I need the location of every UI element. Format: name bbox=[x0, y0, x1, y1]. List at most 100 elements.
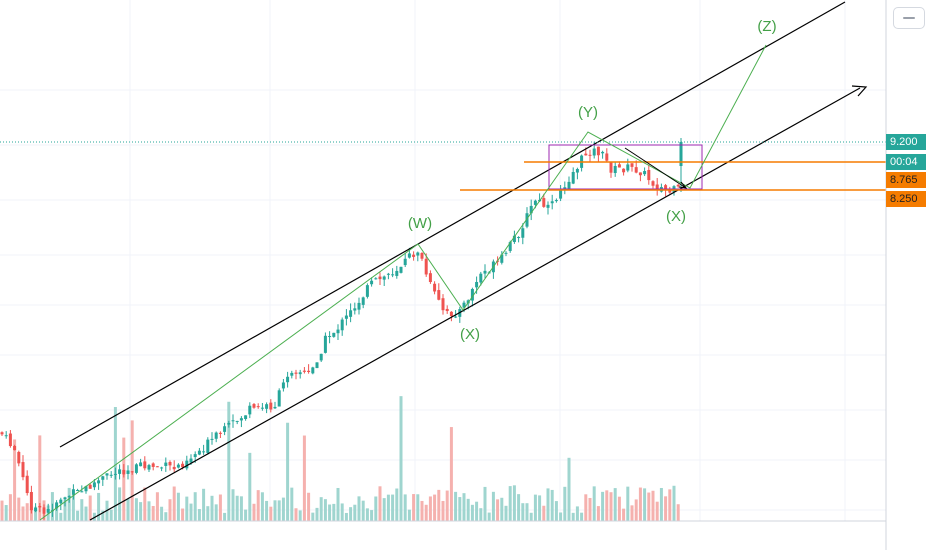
volume-bar bbox=[76, 510, 80, 521]
volume-bar bbox=[113, 407, 117, 521]
candle-body bbox=[160, 467, 164, 469]
volume-bar bbox=[454, 491, 458, 521]
volume-bar bbox=[269, 506, 273, 521]
volume-bar bbox=[202, 488, 206, 521]
volume-bar bbox=[344, 512, 348, 521]
volume-bar bbox=[84, 506, 88, 521]
volume-bar bbox=[55, 506, 59, 521]
candle-body bbox=[42, 507, 46, 514]
volume-bar bbox=[323, 499, 327, 521]
candle-body bbox=[193, 454, 197, 458]
candle-body bbox=[46, 509, 50, 513]
volume-bar bbox=[512, 485, 516, 521]
candle-body bbox=[286, 376, 290, 383]
volume-bar bbox=[239, 496, 243, 521]
volume-bar bbox=[428, 496, 432, 521]
candle-body bbox=[605, 153, 609, 161]
candle-body bbox=[151, 463, 155, 467]
volume-bar bbox=[458, 497, 462, 521]
candle-body bbox=[395, 270, 399, 276]
volume-bar bbox=[353, 504, 357, 521]
candle-body bbox=[416, 252, 420, 256]
volume-bar bbox=[386, 494, 390, 521]
candle-body bbox=[197, 450, 201, 455]
volume-bar bbox=[298, 510, 302, 521]
volume-bar bbox=[357, 496, 361, 521]
auto-scale-button[interactable] bbox=[893, 7, 925, 29]
candle-body bbox=[340, 319, 344, 331]
candle-body bbox=[630, 163, 634, 167]
candle-body bbox=[336, 329, 340, 334]
volume-bar bbox=[319, 497, 323, 521]
volume-bar bbox=[533, 494, 537, 521]
candle-body bbox=[483, 270, 487, 274]
volume-bar bbox=[248, 452, 252, 521]
volume-bar bbox=[546, 488, 550, 521]
volume-bar bbox=[420, 500, 424, 521]
candle-body bbox=[181, 463, 185, 468]
volume-bar bbox=[130, 420, 134, 521]
candle-body bbox=[113, 473, 117, 475]
candle-body bbox=[63, 497, 67, 500]
volume-bar bbox=[244, 509, 248, 521]
volume-bar bbox=[25, 503, 29, 521]
volume-bar bbox=[286, 422, 290, 521]
volume-bar bbox=[617, 496, 621, 521]
channel-upper-line bbox=[59, 1, 846, 448]
wave-label-x2: (X) bbox=[666, 208, 686, 225]
candle-body bbox=[139, 462, 143, 467]
candle-body bbox=[80, 491, 84, 493]
volume-bar bbox=[365, 508, 369, 521]
volume-bar bbox=[601, 491, 605, 521]
candle-body bbox=[13, 446, 17, 451]
volume-bar bbox=[470, 504, 474, 521]
candle-body bbox=[319, 353, 323, 361]
volume-bar bbox=[185, 496, 189, 521]
channel-lower-line bbox=[89, 87, 861, 521]
volume-bar bbox=[391, 494, 395, 521]
candle-body bbox=[601, 151, 605, 154]
candle-body bbox=[542, 198, 546, 207]
candle-body bbox=[273, 406, 277, 409]
candle-body bbox=[357, 302, 361, 310]
candle-body bbox=[223, 426, 227, 432]
candle-body bbox=[588, 154, 592, 156]
volume-bar bbox=[151, 505, 155, 521]
volume-bar bbox=[613, 488, 617, 521]
candle-body bbox=[575, 169, 579, 173]
candle-body bbox=[596, 146, 600, 156]
candle-body bbox=[71, 489, 75, 495]
candle-body bbox=[25, 475, 29, 494]
candle-body bbox=[374, 278, 378, 280]
volume-bar bbox=[462, 493, 466, 521]
volume-bar bbox=[160, 506, 164, 521]
volume-bar bbox=[638, 487, 642, 521]
candle-body bbox=[378, 276, 382, 280]
volume-bar bbox=[437, 489, 441, 521]
candle-body bbox=[655, 184, 659, 191]
volume-bar bbox=[521, 503, 525, 521]
candle-body bbox=[638, 172, 642, 176]
volume-bar bbox=[147, 501, 151, 521]
candle-body bbox=[328, 336, 332, 338]
candle-body bbox=[311, 367, 315, 374]
candle-body bbox=[269, 402, 273, 410]
volume-bar bbox=[609, 492, 613, 521]
volume-bar bbox=[307, 492, 311, 521]
candle-body bbox=[571, 171, 575, 184]
candle-body bbox=[218, 432, 222, 434]
volume-bar bbox=[139, 502, 143, 521]
candle-body bbox=[420, 252, 424, 259]
volume-bar bbox=[634, 499, 638, 521]
volume-bar bbox=[210, 495, 214, 521]
candle-body bbox=[609, 162, 613, 173]
candle-body bbox=[332, 332, 336, 337]
candle-body bbox=[17, 451, 21, 464]
candle-body bbox=[592, 148, 596, 156]
volume-bar bbox=[630, 505, 634, 521]
candle-body bbox=[105, 473, 109, 476]
candle-body bbox=[34, 507, 38, 512]
candle-body bbox=[143, 461, 147, 469]
candle-body bbox=[676, 184, 680, 187]
